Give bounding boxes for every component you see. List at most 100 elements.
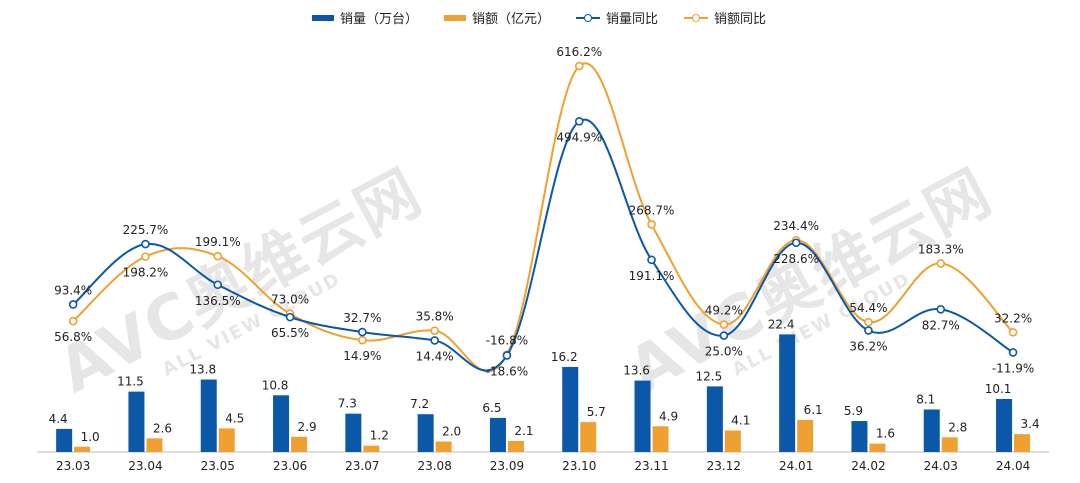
x-tick-label: 23.06	[273, 459, 307, 473]
line-label-volume-yoy: 36.2%	[849, 339, 887, 353]
bar-sales-amount	[435, 441, 452, 452]
point-volume-yoy	[1008, 348, 1018, 357]
bar-sales-volume	[923, 409, 940, 452]
point-volume-yoy	[141, 239, 150, 249]
bar-label-sales-volume: 5.9	[844, 404, 863, 418]
bar-label-sales-volume: 6.5	[482, 401, 501, 415]
bar-label-sales-volume: 13.8	[189, 363, 216, 377]
line-label-amount-yoy: 199.1%	[195, 235, 241, 249]
bar-sales-amount	[797, 419, 814, 452]
bar-sales-volume	[128, 391, 145, 452]
point-amount-yoy	[719, 320, 729, 329]
line-label-volume-yoy: 225.7%	[123, 223, 169, 237]
legend-label-volume: 销量（万台）	[340, 12, 419, 27]
point-volume-yoy	[936, 304, 946, 314]
line-label-volume-yoy: 191.1%	[629, 269, 675, 283]
bar-label-sales-volume: 7.3	[338, 397, 357, 411]
point-amount-yoy	[430, 326, 439, 335]
bar-sales-volume	[996, 398, 1013, 452]
legend-swatch-amount-yoy	[684, 13, 709, 23]
bar-label-sales-volume: 4.4	[49, 412, 68, 426]
bar-label-sales-amount: 2.8	[948, 420, 967, 434]
legend-swatch-amount	[444, 14, 467, 21]
line-label-amount-yoy: 268.7%	[629, 203, 675, 217]
line-label-volume-yoy: 65.5%	[271, 326, 309, 340]
x-tick-label: 23.10	[562, 459, 596, 473]
point-volume-yoy	[68, 300, 78, 309]
point-volume-yoy	[647, 255, 656, 265]
line-label-amount-yoy: 56.8%	[54, 330, 92, 344]
bar-sales-amount	[869, 443, 886, 452]
bar-sales-amount	[652, 426, 669, 452]
point-amount-yoy	[647, 220, 656, 229]
bar-sales-volume	[489, 417, 506, 452]
bar-label-sales-amount: 6.1	[804, 403, 823, 417]
legend-item-amount-yoy: 销额同比	[684, 8, 766, 27]
bar-sales-volume	[200, 379, 217, 452]
point-volume-yoy	[502, 351, 512, 360]
bar-sales-amount	[363, 445, 380, 452]
line-label-amount-yoy: 198.2%	[123, 266, 169, 280]
line-label-amount-yoy: 54.4%	[849, 301, 887, 315]
line-label-amount-yoy: 35.8%	[416, 310, 454, 324]
bar-sales-amount	[724, 430, 741, 452]
bar-label-sales-volume: 13.6	[623, 364, 650, 378]
bar-sales-amount	[74, 446, 91, 452]
legend-label-amount-yoy: 销额同比	[714, 12, 767, 27]
chart-legend: 销量（万台） 销额（亿元） 销量同比 销额同比	[312, 8, 792, 27]
bar-label-sales-amount: 5.7	[587, 405, 606, 419]
line-label-volume-yoy: 494.9%	[556, 130, 602, 144]
bar-label-sales-volume: 7.2	[410, 397, 429, 411]
bar-label-sales-volume: 12.5	[695, 369, 722, 383]
point-volume-yoy	[213, 280, 223, 290]
line-label-amount-yoy: 616.2%	[556, 45, 602, 59]
bar-sales-amount	[146, 438, 163, 452]
x-tick-label: 24.03	[924, 459, 958, 473]
line-label-volume-yoy: 136.5%	[195, 294, 241, 308]
x-tick-label: 23.05	[201, 459, 235, 473]
x-tick-label: 23.04	[128, 459, 162, 473]
point-amount-yoy	[1008, 328, 1018, 337]
bar-sales-volume	[634, 380, 651, 452]
point-amount-yoy	[358, 335, 367, 345]
bar-sales-volume	[706, 386, 723, 452]
line-label-amount-yoy: 183.3%	[918, 242, 964, 256]
bar-sales-amount	[218, 428, 235, 452]
bar-label-sales-volume: 16.2	[551, 350, 578, 364]
point-volume-yoy	[864, 326, 873, 335]
x-tick-label: 24.04	[996, 459, 1030, 473]
bar-label-sales-amount: 1.6	[876, 427, 895, 441]
bar-sales-amount	[507, 440, 524, 452]
point-volume-yoy	[285, 312, 295, 322]
bar-label-sales-amount: 3.4	[1021, 417, 1040, 431]
bar-sales-volume	[851, 421, 868, 452]
bar-label-sales-volume: 22.4	[768, 317, 795, 331]
line-label-volume-yoy: 25.0%	[705, 345, 743, 359]
bar-sales-amount	[941, 437, 958, 452]
point-amount-yoy	[68, 316, 78, 326]
x-tick-label: 23.03	[56, 459, 90, 473]
line-label-amount-yoy: 234.4%	[773, 219, 819, 233]
point-volume-yoy	[791, 238, 801, 248]
bar-label-sales-amount: 2.1	[514, 424, 533, 438]
line-label-amount-yoy: -16.8%	[486, 334, 528, 348]
bar-label-sales-amount: 2.6	[153, 421, 172, 435]
bar-label-sales-amount: 1.2	[370, 429, 389, 443]
line-label-amount-yoy: 49.2%	[705, 304, 743, 318]
bar-label-sales-volume: 10.1	[985, 382, 1012, 396]
line-label-volume-yoy: -11.9%	[992, 361, 1034, 375]
bar-sales-volume	[779, 334, 796, 452]
point-amount-yoy	[936, 259, 946, 268]
bar-sales-amount	[580, 422, 597, 452]
line-label-volume-yoy: 228.6%	[773, 252, 819, 266]
x-tick-label: 24.02	[851, 459, 885, 473]
bar-sales-amount	[291, 436, 308, 452]
bar-sales-volume	[56, 428, 73, 452]
bar-label-sales-volume: 10.8	[262, 378, 289, 392]
line-label-volume-yoy: 32.7%	[343, 311, 381, 325]
bar-sales-volume	[345, 413, 362, 452]
legend-item-volume-yoy: 销量同比	[576, 8, 658, 27]
point-volume-yoy	[358, 327, 367, 337]
line-label-volume-yoy: 82.7%	[922, 318, 960, 332]
